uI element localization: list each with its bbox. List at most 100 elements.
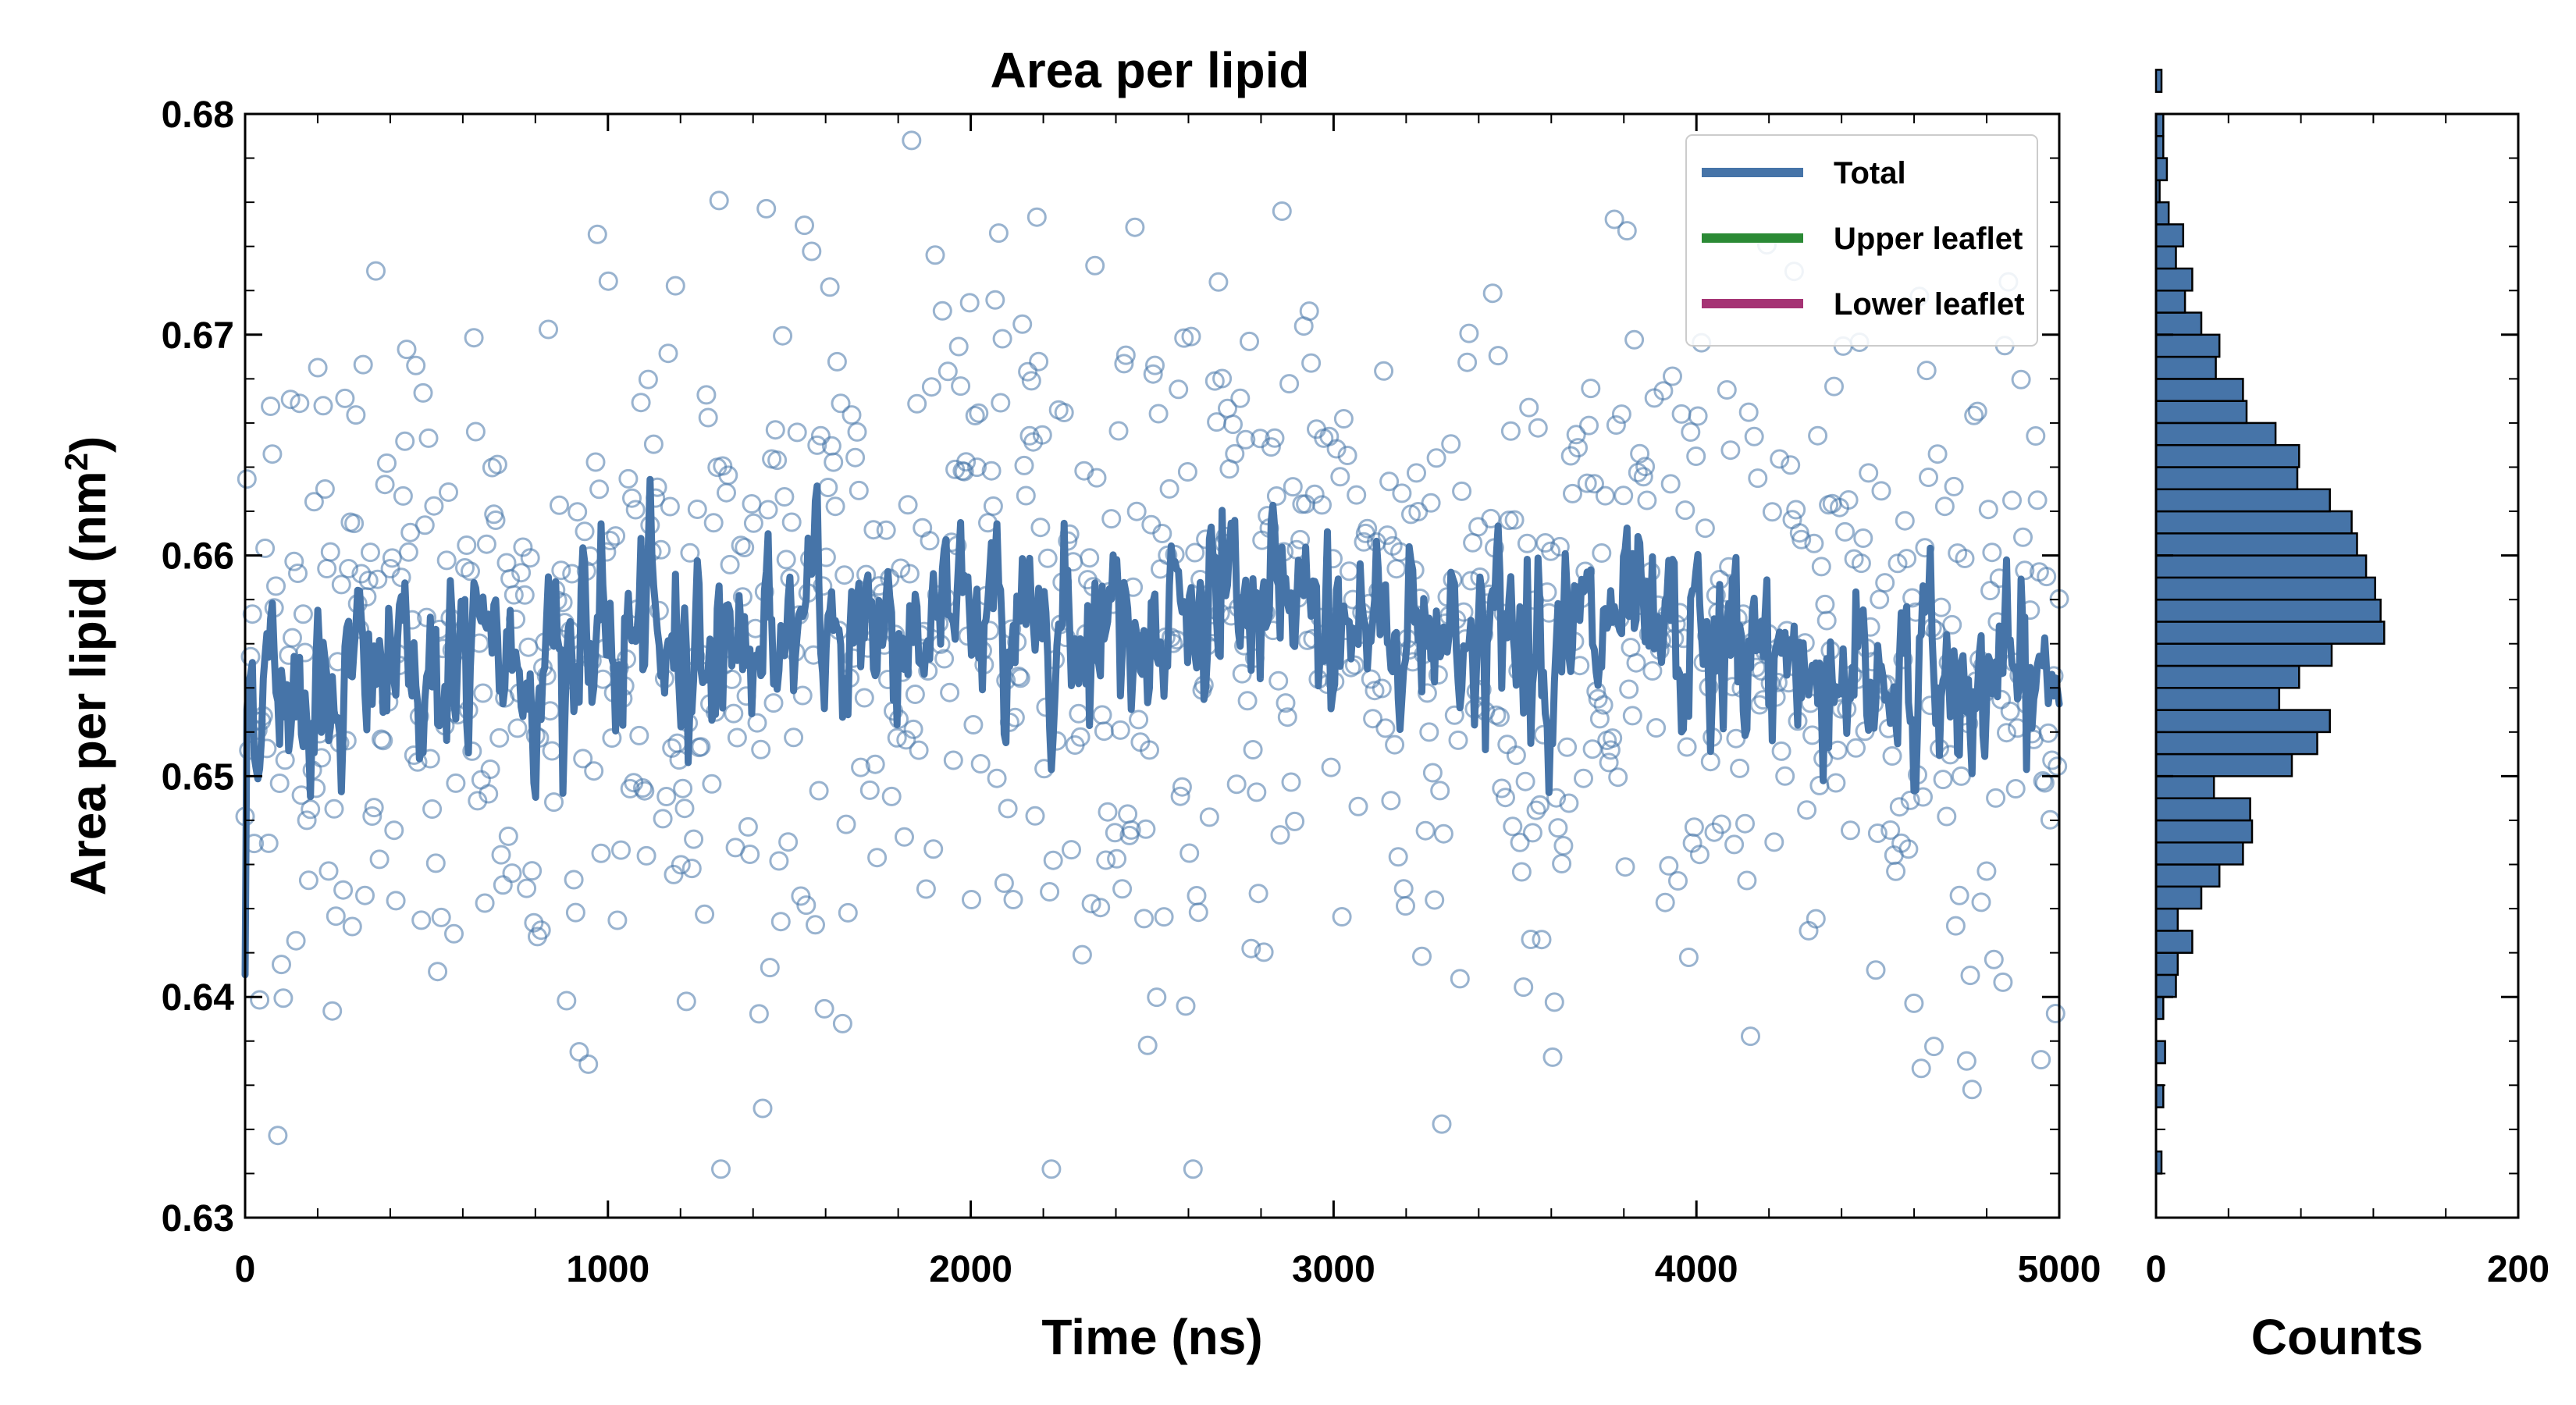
- scatter-point: [2013, 527, 2033, 547]
- scatter-point: [1425, 890, 1445, 910]
- scatter-point: [814, 998, 834, 1019]
- scatter-point: [342, 916, 362, 937]
- scatter-point: [1137, 1035, 1158, 1055]
- scatter-point: [845, 447, 866, 468]
- scatter-point: [1172, 777, 1192, 797]
- scatter-point: [1859, 463, 1879, 483]
- scatter-point: [806, 915, 825, 935]
- scatter-point: [898, 495, 918, 515]
- histogram-bar: [2154, 709, 2331, 734]
- scatter-point: [1942, 614, 1962, 635]
- scatter-point: [2048, 756, 2068, 777]
- scatter-point: [1159, 478, 1179, 499]
- scatter-point: [324, 799, 344, 819]
- scatter-point: [1838, 490, 1859, 510]
- scatter-point: [1098, 802, 1118, 822]
- scatter-point: [1385, 735, 1405, 755]
- histogram-bar: [2154, 554, 2368, 579]
- scatter-point: [364, 798, 384, 818]
- scatter-point: [1526, 800, 1546, 820]
- scatter-point: [1212, 368, 1233, 389]
- legend-label-total: Total: [1834, 156, 1906, 190]
- scatter-point: [836, 814, 856, 834]
- y-tick-label: 0.68: [162, 94, 234, 136]
- scatter-point: [1236, 429, 1256, 450]
- scatter-point: [1332, 907, 1352, 927]
- histogram-bar: [2154, 973, 2177, 998]
- scatter-point: [1949, 885, 1969, 905]
- scatter-point: [751, 739, 771, 759]
- scatter-point: [283, 628, 302, 648]
- histogram-bar: [2154, 201, 2170, 226]
- scatter-point: [1542, 1047, 1563, 1067]
- scatter-point: [353, 354, 373, 375]
- scatter-point: [1176, 996, 1196, 1016]
- scatter-point: [2027, 490, 2048, 510]
- scatter-point: [807, 435, 827, 455]
- scatter-point: [464, 328, 484, 348]
- scatter-point: [397, 340, 417, 360]
- scatter-point: [262, 444, 283, 464]
- scatter-point: [1866, 960, 1886, 980]
- scatter-point: [406, 355, 426, 375]
- scatter-point: [1611, 404, 1631, 425]
- histogram-bar: [2154, 621, 2386, 645]
- scatter-point: [1187, 886, 1207, 905]
- scatter-point: [1964, 405, 1984, 425]
- scatter-point: [1041, 1159, 1062, 1179]
- scatter-point: [747, 713, 767, 733]
- scatter-point: [1492, 778, 1512, 799]
- scatter-point: [297, 810, 317, 831]
- scatter-point: [1519, 397, 1539, 418]
- scatter-point: [1223, 414, 1243, 435]
- scatter-point: [1514, 977, 1534, 998]
- scatter-point: [983, 496, 1003, 516]
- histogram-bar: [2154, 510, 2353, 535]
- histogram-bar: [2154, 775, 2215, 799]
- scatter-point: [1432, 1114, 1452, 1134]
- scatter-point: [802, 241, 822, 261]
- histogram-bar: [2154, 311, 2203, 336]
- scatter-point: [1225, 443, 1245, 464]
- scatter-point: [1552, 854, 1572, 873]
- scatter-point: [665, 276, 685, 296]
- scatter-point: [753, 1098, 773, 1119]
- scatter-point: [1775, 766, 1795, 786]
- scatter-point: [1148, 404, 1169, 424]
- scatter-point: [242, 604, 262, 624]
- scatter-point: [375, 475, 395, 495]
- scatter-point: [954, 461, 974, 482]
- scatter-point: [991, 393, 1011, 413]
- scatter-point: [2033, 771, 2053, 791]
- scatter-point: [618, 468, 639, 489]
- scatter-point: [1174, 328, 1194, 348]
- scatter-point: [1170, 786, 1190, 806]
- scatter-point: [1208, 272, 1229, 292]
- scatter-point: [578, 1054, 599, 1074]
- scatter-point: [824, 452, 844, 472]
- scatter-point: [1101, 509, 1122, 529]
- scatter-point: [1592, 543, 1612, 563]
- scatter-point: [1091, 898, 1111, 918]
- legend-label-lower-leaflet: Lower leaflet: [1834, 287, 2025, 322]
- scatter-point: [298, 870, 318, 891]
- scatter-point: [1018, 361, 1038, 382]
- scatter-point: [1579, 415, 1599, 436]
- scatter-point: [355, 885, 375, 905]
- scatter-point: [1372, 678, 1392, 699]
- scatter-point: [1888, 553, 1908, 574]
- scatter-point: [1853, 528, 1873, 548]
- scatter-point: [1546, 788, 1567, 808]
- main-y-ticks: 0.63 0.64 0.65 0.66 0.67 0.68: [162, 94, 2059, 1240]
- scatter-point: [1177, 462, 1197, 482]
- histogram-bar: [2154, 642, 2333, 667]
- scatter-point: [1530, 795, 1550, 815]
- scatter-point: [1430, 781, 1450, 801]
- histogram-bar: [2154, 69, 2163, 93]
- scatter-point: [1980, 581, 2001, 601]
- scatter-point: [1096, 850, 1116, 870]
- scatter-point: [1025, 806, 1045, 826]
- scatter-point: [333, 880, 354, 900]
- scatter-point: [1110, 720, 1130, 740]
- scatter-point: [575, 521, 595, 542]
